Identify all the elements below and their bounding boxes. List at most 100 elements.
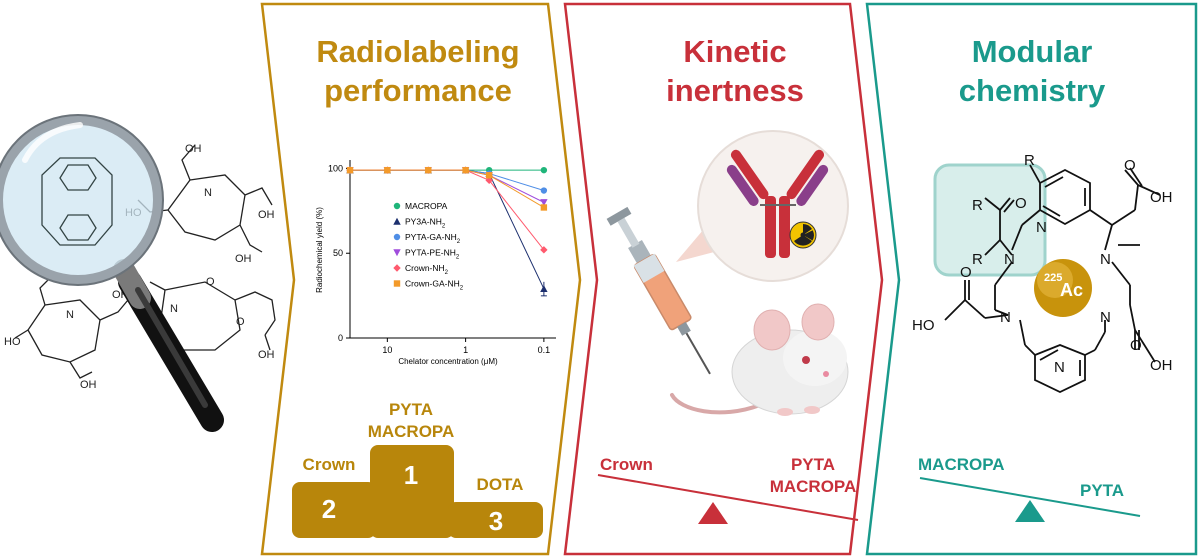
- radiochemical-yield-chart: Radiochemical yield (%) Chelator concent…: [315, 160, 556, 366]
- o-label: O: [1124, 157, 1136, 174]
- legend-entry: PY3A-NH2: [393, 217, 446, 230]
- ac-mass-number: 225: [1044, 272, 1062, 284]
- ac-symbol: Ac: [1060, 280, 1083, 300]
- legend-label-subscript: 2: [456, 255, 460, 261]
- y-tick-label: 50: [333, 248, 343, 258]
- n-label: N: [1004, 251, 1015, 268]
- legend-label-text: PY3A-NH: [405, 217, 442, 227]
- mouse-icon: [670, 303, 849, 416]
- first-rank: 1: [404, 460, 418, 490]
- data-point: [540, 204, 548, 211]
- magnifier-handle: [113, 259, 224, 432]
- x-axis-label: Chelator concentration (μM): [398, 357, 498, 366]
- kinetic-balance: Crown PYTA MACROPA: [597, 455, 859, 524]
- modular-chem-labels: R R R O N N N N N N O OH O HO O OH: [912, 152, 1173, 376]
- magnifier-illustration: OH OH HO OH OH HO OH OH O O N N N: [0, 114, 276, 432]
- antibody-callout: [676, 130, 849, 282]
- r-label: R: [972, 197, 983, 214]
- data-point: [384, 166, 391, 174]
- legend-label-text: Crown-NH: [405, 263, 445, 273]
- legend-marker: [393, 280, 401, 287]
- o-label: O: [206, 276, 215, 288]
- r-label: R: [972, 251, 983, 268]
- legend-marker: [393, 217, 401, 225]
- radiolabeling-title-line1: Radiolabeling: [316, 34, 519, 69]
- magnifier-lens: [0, 115, 163, 285]
- kinetic-title-line2: inertness: [666, 73, 804, 108]
- second-rank: 2: [322, 494, 336, 524]
- series-pyta-ga-nh: [346, 166, 548, 194]
- modular-highlight-box: [933, 163, 1047, 277]
- n-label: N: [1054, 359, 1065, 376]
- legend-label: PYTA-PE-NH2: [405, 248, 460, 261]
- podium: PYTA MACROPA Crown DOTA 2 1 3: [292, 400, 543, 538]
- legend-label: PY3A-NH2: [405, 217, 446, 230]
- oh-label: OH: [235, 253, 252, 265]
- n-label: N: [1000, 309, 1011, 326]
- kinetic-balance-beam: [597, 474, 859, 521]
- y-axis-label: Radiochemical yield (%): [315, 207, 324, 293]
- data-point: [425, 166, 432, 174]
- pyta-ac-structure: R R R O N N N N N N O OH O HO O OH: [912, 152, 1173, 393]
- oh-label: OH: [1150, 357, 1173, 374]
- legend-label-subscript: 2: [457, 239, 461, 245]
- kinetic-panel: Kinetic inertness: [597, 34, 859, 524]
- data-point: [462, 166, 469, 174]
- series-line: [350, 169, 545, 203]
- n-label: N: [1100, 251, 1111, 268]
- n-label: N: [204, 187, 212, 199]
- y-tick-label: 100: [328, 163, 343, 173]
- legend-label: PYTA-GA-NH2: [405, 232, 461, 245]
- data-point: [540, 187, 548, 194]
- kinetic-frame: [563, 2, 884, 556]
- data-point: [540, 166, 548, 174]
- legend-label: MACROPA: [405, 201, 448, 211]
- kinetic-title-line1: Kinetic: [683, 34, 786, 69]
- n-label: N: [1100, 309, 1111, 326]
- modular-balance: MACROPA PYTA: [918, 455, 1141, 522]
- actinium-225-sphere: 225 Ac: [1034, 259, 1092, 317]
- syringe-icon: [606, 206, 711, 375]
- ho-label: HO: [4, 336, 21, 348]
- modular-title-line1: Modular: [972, 34, 1093, 69]
- o-label: O: [1130, 337, 1142, 354]
- legend-entry: PYTA-GA-NH2: [393, 232, 461, 245]
- first-place-label-line2: MACROPA: [368, 422, 455, 441]
- n-label: N: [170, 303, 178, 315]
- legend-marker: [393, 202, 401, 210]
- data-point: [540, 199, 548, 207]
- legend-label-text: MACROPA: [405, 201, 448, 211]
- radiolabeling-panel: Radiolabeling performance Radiochemical …: [292, 34, 556, 538]
- podium-block-first: [370, 445, 454, 538]
- y-tick-label: 0: [338, 333, 343, 343]
- data-point: [485, 176, 493, 185]
- legend-label: Crown-GA-NH2: [405, 279, 464, 292]
- legend-entry: PYTA-PE-NH2: [393, 248, 460, 261]
- modular-frame: [865, 2, 1198, 556]
- modular-right-label: PYTA: [1080, 481, 1124, 500]
- series-crown-ga-nh: [346, 166, 548, 211]
- second-place-label: Crown: [303, 455, 356, 474]
- legend-label-text: PYTA-PE-NH: [405, 248, 456, 258]
- radiolabeling-frame: [260, 2, 582, 556]
- panel-frames: [260, 2, 1198, 556]
- n-label: N: [1036, 219, 1047, 236]
- legend-label-subscript: 2: [445, 270, 449, 276]
- antibody-icon: [726, 149, 829, 258]
- data-point: [540, 246, 548, 254]
- legend-label-subscript: 2: [460, 286, 464, 292]
- x-tick-label: 1: [463, 345, 468, 355]
- modular-balance-beam: [919, 477, 1141, 517]
- x-tick-label: 10: [382, 345, 392, 355]
- modular-panel: Modular chemistry: [912, 34, 1173, 522]
- oh-label: OH: [80, 379, 97, 391]
- error-bar: [540, 281, 547, 297]
- y-ticks: 0 50 100: [328, 163, 350, 343]
- data-point: [485, 172, 493, 179]
- series-line: [350, 169, 545, 208]
- legend-entry: Crown-NH2: [393, 263, 449, 276]
- legend-label-text: PYTA-GA-NH: [405, 232, 457, 242]
- x-tick-label: 0.1: [538, 345, 551, 355]
- data-point: [346, 166, 354, 174]
